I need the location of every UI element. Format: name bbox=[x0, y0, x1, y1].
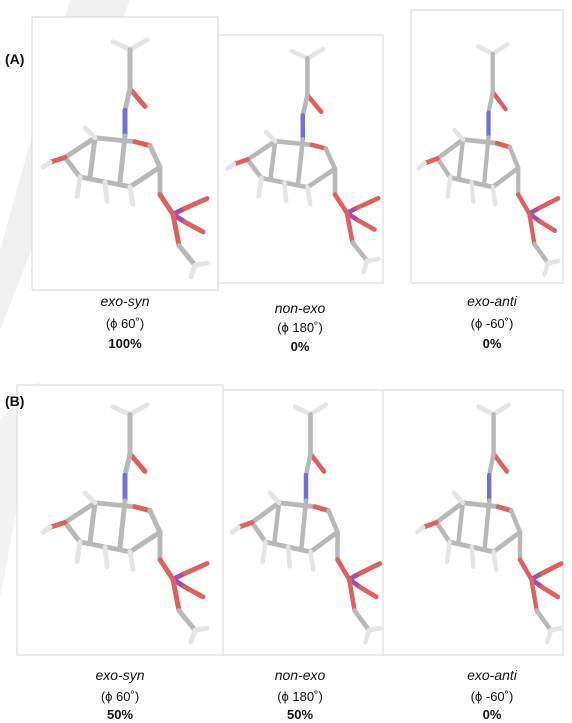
frame bbox=[383, 390, 563, 655]
population: 50% bbox=[107, 707, 133, 722]
dihedral: (ϕ 60˚) bbox=[101, 689, 139, 704]
structure-name: exo-syn bbox=[95, 667, 144, 683]
population: 100% bbox=[108, 336, 142, 351]
dihedral: (ϕ 180˚) bbox=[277, 689, 323, 704]
population: 0% bbox=[291, 339, 310, 354]
dihedral: (ϕ 180˚) bbox=[277, 320, 323, 335]
dihedral: (ϕ -60˚) bbox=[471, 689, 514, 704]
structure-name: non-exo bbox=[275, 300, 326, 316]
population: 0% bbox=[483, 707, 502, 722]
structure-name: exo-syn bbox=[100, 293, 149, 309]
dihedral: (ϕ -60˚) bbox=[471, 316, 514, 331]
structure-name: exo-anti bbox=[467, 293, 518, 309]
panel-label: (B) bbox=[5, 393, 24, 409]
dihedral: (ϕ 60˚) bbox=[106, 316, 144, 331]
population: 50% bbox=[287, 707, 313, 722]
panel-label: (A) bbox=[5, 51, 24, 67]
population: 0% bbox=[483, 336, 502, 351]
structure-name: exo-anti bbox=[467, 667, 518, 683]
structure-name: non-exo bbox=[275, 667, 326, 683]
frame bbox=[17, 385, 223, 655]
figure: (A) exo-syn (ϕ 60˚) 100% non-exo (ϕ 180˚… bbox=[0, 0, 572, 723]
